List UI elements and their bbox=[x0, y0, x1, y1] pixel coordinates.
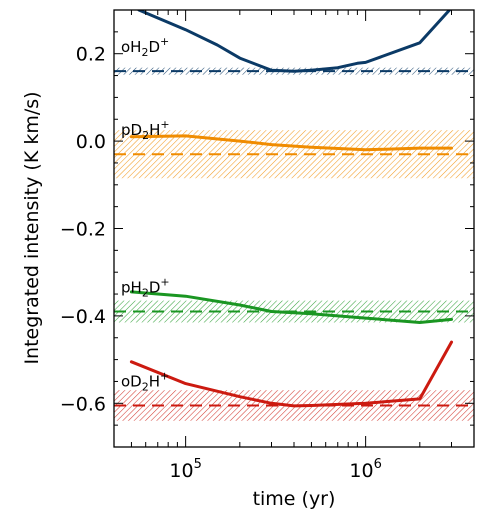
series-line-oH2D bbox=[137, 10, 452, 73]
series-line-pH2D bbox=[129, 290, 453, 324]
y-tick-label: −0.6 bbox=[60, 393, 106, 415]
x-tick-label: 105 bbox=[169, 457, 201, 482]
series-line-oD2H bbox=[129, 340, 453, 408]
y-tick-label: 0.0 bbox=[76, 131, 106, 153]
y-tick-label: 0.2 bbox=[76, 44, 106, 66]
series-labels: oH2D+ pD2H+ pH2D+ oD2H+ bbox=[121, 35, 170, 393]
series-label-oD2H: oD2H+ bbox=[121, 369, 169, 393]
x-axis-title: time (yr) bbox=[253, 488, 336, 510]
model-lines bbox=[129, 10, 453, 408]
series-line-pD2H bbox=[129, 134, 453, 152]
series-label-pH2D: pH2D+ bbox=[121, 276, 170, 300]
series-label-pD2H: pD2H+ bbox=[121, 118, 170, 142]
y-axis-title: Integrated intensity (K km/s) bbox=[21, 91, 43, 364]
y-tick-label: −0.4 bbox=[60, 306, 106, 328]
y-tick-label: −0.2 bbox=[60, 219, 106, 241]
x-tick-label: 106 bbox=[349, 457, 381, 482]
axes: 0.2 0.0 −0.2 −0.4 −0.6 105 106 bbox=[60, 9, 475, 482]
series-label-oH2D: oH2D+ bbox=[121, 35, 169, 59]
